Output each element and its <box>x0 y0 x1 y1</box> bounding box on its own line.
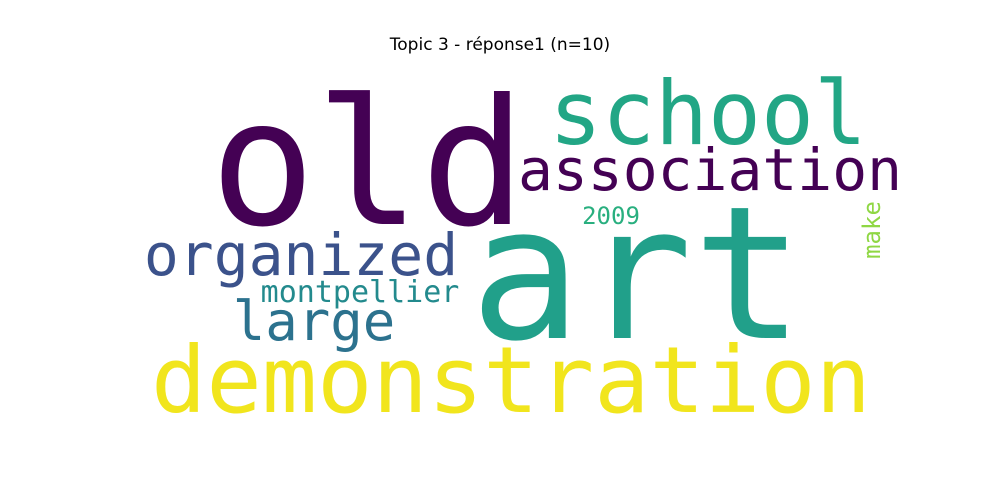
word-old: old <box>210 63 526 266</box>
word-school: school <box>549 62 867 165</box>
word-make: make <box>858 201 886 259</box>
word-demonstration: demonstration <box>151 327 871 434</box>
word-organized: organized <box>144 221 458 289</box>
word-association: association <box>518 136 902 204</box>
figure-title: Topic 3 - réponse1 (n=10) <box>389 35 611 55</box>
word-2009: 2009 <box>582 202 640 230</box>
word-large: large <box>233 290 396 353</box>
word-montpellier: montpellier <box>261 275 460 310</box>
word-art: art <box>470 166 804 382</box>
